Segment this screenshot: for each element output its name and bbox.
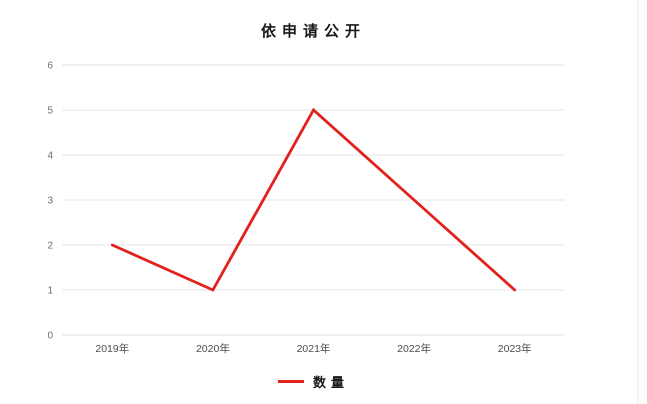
x-axis-label: 2023年: [498, 342, 532, 355]
x-axis-label: 2022年: [397, 342, 431, 355]
window-right-edge: [637, 0, 647, 404]
x-axis-label: 2019年: [95, 342, 129, 355]
y-axis-tick-label: 6: [47, 61, 53, 72]
x-axis-label: 2021年: [297, 342, 331, 355]
x-axis-label: 2020年: [196, 342, 230, 355]
legend-series-label: 数量: [312, 376, 349, 391]
data-series-line: [110, 107, 517, 292]
chart-title: 依申请公开: [260, 22, 366, 40]
y-axis-tick-label: 1: [47, 286, 53, 297]
legend: 数量: [62, 372, 565, 391]
y-axis-tick-label: 0: [47, 331, 53, 342]
y-axis-tick-label: 4: [47, 151, 53, 162]
y-axis-tick-label: 3: [47, 196, 53, 207]
legend-line-swatch: [277, 380, 304, 383]
y-axis-tick-label: 5: [47, 106, 53, 117]
y-axis-tick-label: 2: [47, 241, 53, 252]
